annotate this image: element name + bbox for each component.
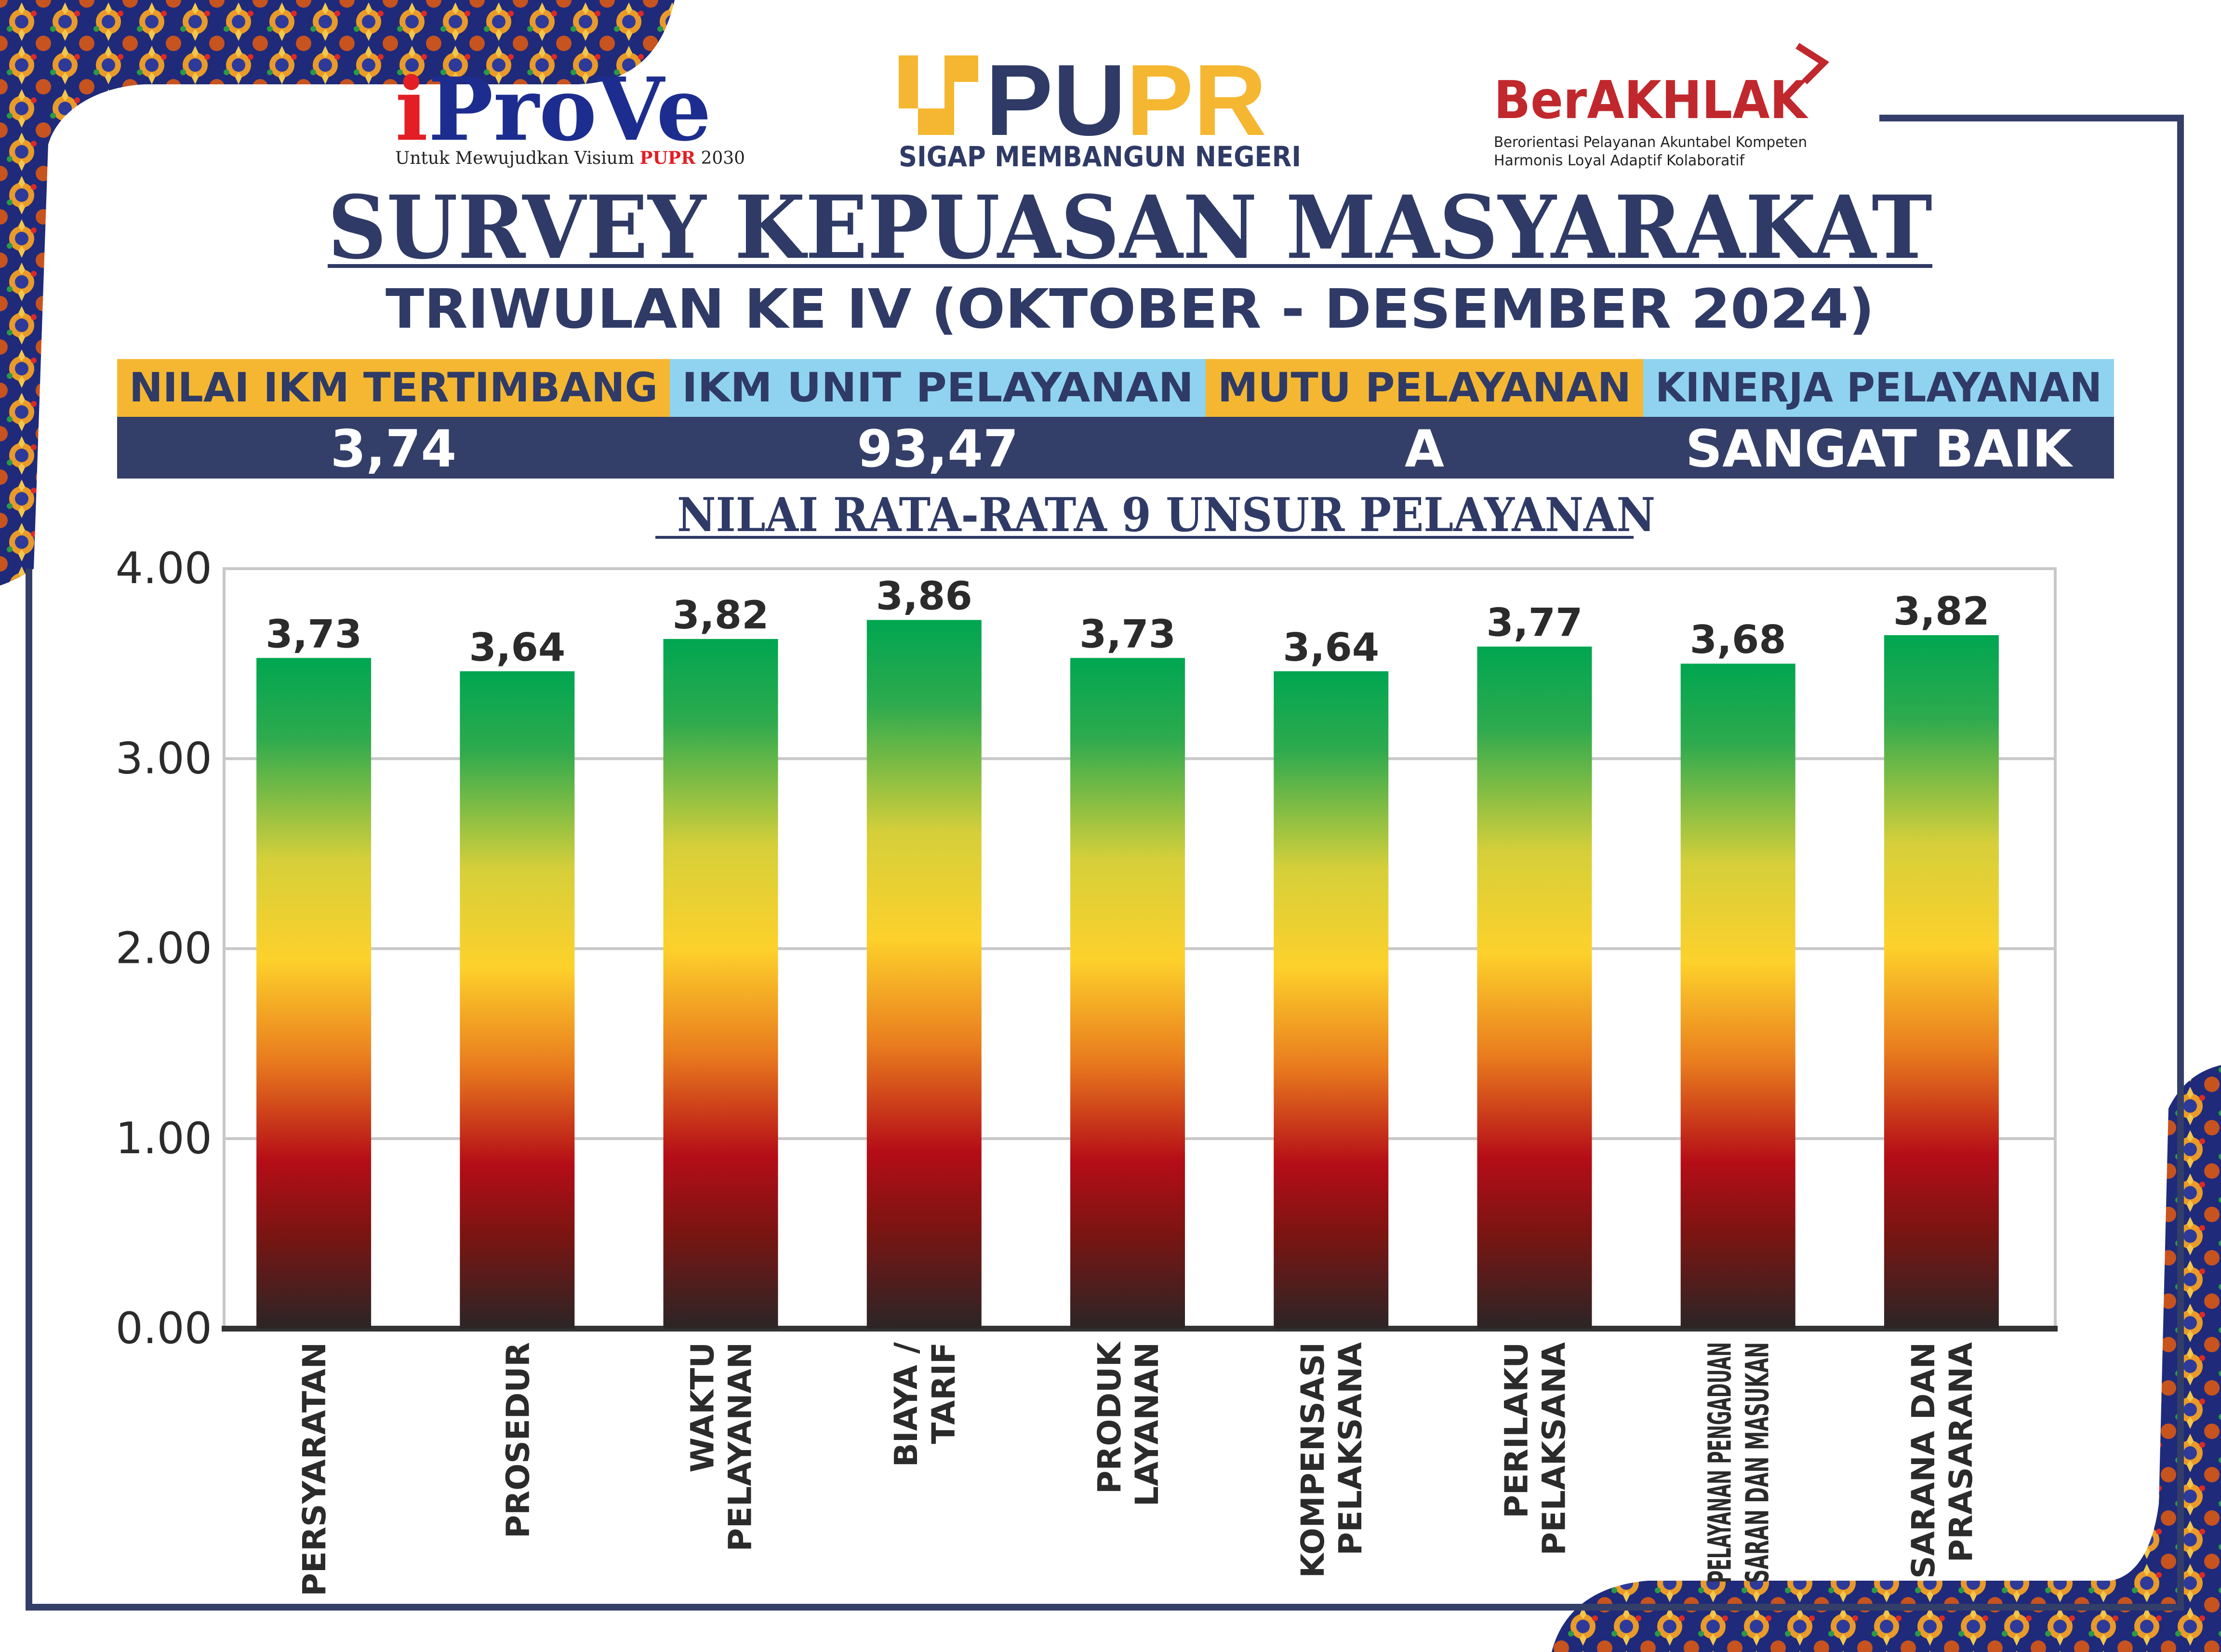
page-subtitle: TRIWULAN KE IV (OKTOBER - DESEMBER 2024): [386, 278, 1875, 341]
iprove-logo: iProVe Untuk Mewujudkan Visium PUPR 2030: [395, 59, 745, 168]
bar: [256, 658, 372, 1329]
berakhlak-chevron-icon: [1795, 43, 1830, 84]
berakhlak-logo-text: BerAKHLAK: [1494, 70, 1809, 131]
x-tick-label: PERSYARATAN: [296, 1342, 333, 1596]
y-tick-label: 0.00: [116, 1303, 212, 1354]
batik-corner-top-left: [0, 0, 675, 586]
summary-value: SANGAT BAIK: [1686, 419, 2074, 479]
x-tick-label-line: PRASARANA: [1942, 1342, 1980, 1562]
summary-label-cell: [1206, 359, 1643, 417]
berakhlak-line-1: Berorientasi Pelayanan Akuntabel Kompete…: [1494, 134, 1807, 151]
pupr-emblem-icon: [899, 55, 978, 135]
bar-value-label: 3,82: [1893, 589, 1990, 634]
x-tick-label: PROSEDUR: [499, 1342, 536, 1538]
bar: [663, 639, 778, 1329]
x-tick-label: PRODUK LAYANAN: [1091, 1341, 1166, 1506]
batik-corner-bottom-right: [1552, 1065, 2221, 1652]
summary-value: A: [1405, 419, 1444, 479]
y-tick-label: 3.00: [116, 733, 212, 784]
x-tick-label: BIAYA / TARIF: [888, 1342, 962, 1467]
x-tick-label-line: PERSYARATAN: [296, 1342, 333, 1596]
x-tick-label-line: SARANA DAN: [1905, 1342, 1942, 1579]
chart-title-underline: [655, 536, 1634, 539]
x-tick-label-line: PRODUK: [1091, 1341, 1128, 1494]
x-tick-label-line: BIAYA /: [888, 1342, 925, 1467]
chart: NILAI RATA-RATA 9 UNSUR PELAYANAN 0.00 1.…: [116, 488, 2058, 1596]
berakhlak-line-2: Harmonis Loyal Adaptif Kolaboratif: [1494, 152, 1745, 169]
x-tick-label: PERILAKU PELAKSANA: [1498, 1342, 1572, 1556]
bar-value-label: 3,86: [876, 573, 972, 618]
bar: [460, 671, 575, 1329]
summary-label-cell: [117, 359, 670, 417]
iprove-logo-text: iProVe: [395, 59, 711, 160]
bar: [1274, 671, 1389, 1329]
x-tick-label-line: PROSEDUR: [499, 1342, 536, 1538]
bar-value-label: 3,82: [673, 593, 769, 638]
x-tick-label-line: PELAYANAN PENGADUAN: [1702, 1342, 1739, 1583]
bar-value-label: 3,77: [1486, 600, 1583, 645]
summary-label: MUTU PELAYANAN: [1218, 364, 1631, 411]
x-tick-label-line: SARAN DAN MASUKAN: [1739, 1342, 1776, 1583]
x-tick-label-line: PELAKSANA: [1332, 1342, 1369, 1556]
x-tick-label-line: PERILAKU: [1498, 1342, 1535, 1519]
bar: [866, 620, 982, 1329]
page-frame: [26, 115, 2184, 1611]
x-tick-label-line: PELAKSANA: [1535, 1342, 1572, 1556]
x-tick-label-line: TARIF: [925, 1342, 962, 1444]
berakhlak-logo: BerAKHLAK Berorientasi Pelayanan Akuntab…: [1494, 43, 1830, 169]
pupr-logo-text: PUPR: [985, 43, 1266, 157]
summary-label-cell: [1643, 359, 2114, 417]
bar: [1884, 635, 1999, 1329]
x-tick-label-line: PELAYANAN: [722, 1342, 759, 1551]
bar: [1477, 646, 1592, 1329]
bar-value-label: 3,73: [266, 612, 362, 656]
y-tick-label: 4.00: [116, 543, 212, 594]
page-title: SURVEY KEPUASAN MASYARAKAT: [328, 177, 1932, 279]
x-tick-label-line: WAKTU: [684, 1342, 721, 1473]
bar-value-label: 3,64: [1283, 625, 1379, 670]
x-tick-label: WAKTU PELAYANAN: [684, 1342, 759, 1551]
summary-table: NILAI IKM TERTIMBANG 3,74 IKM UNIT PELAYAN…: [117, 359, 2114, 479]
bar: [1680, 664, 1795, 1329]
bars: 3,73 3,64 3,82 3,86 3,73 3,64 3,77 3,68 3,82: [256, 573, 1999, 1329]
bar-value-label: 3,73: [1079, 612, 1176, 656]
summary-label: NILAI IKM TERTIMBANG: [129, 364, 658, 411]
x-tick-label: KOMPENSASI PELAKSANA: [1294, 1342, 1369, 1578]
summary-value-bar: [117, 417, 2114, 479]
x-tick-label: SARANA DAN PRASARANA: [1905, 1342, 1980, 1579]
pupr-logo: PUPR SIGAP MEMBANGUN NEGERI: [899, 43, 1301, 173]
bar-value-label: 3,68: [1690, 617, 1786, 662]
iprove-tagline: Untuk Mewujudkan Visium PUPR 2030: [395, 148, 745, 168]
title-underline: [328, 264, 1932, 268]
summary-value: 93,47: [857, 419, 1018, 479]
x-tick-label-line: LAYANAN: [1129, 1342, 1166, 1506]
summary-label: KINERJA PELAYANAN: [1655, 364, 2102, 411]
x-axis: PERSYARATAN PROSEDUR WAKTU PELAYANAN BIAYA /…: [296, 1341, 1980, 1596]
x-tick-label: PELAYANAN PENGADUAN SARAN DAN MASUKAN: [1702, 1342, 1776, 1583]
bar-value-label: 3,64: [469, 625, 565, 670]
x-tick-label-line: KOMPENSASI: [1294, 1342, 1331, 1578]
y-tick-label: 2.00: [116, 923, 212, 974]
bar: [1070, 658, 1185, 1329]
summary-label: IKM UNIT PELAYANAN: [682, 364, 1194, 411]
y-tick-label: 1.00: [116, 1113, 212, 1164]
summary-value: 3,74: [331, 419, 457, 479]
pupr-tagline: SIGAP MEMBANGUN NEGERI: [899, 140, 1301, 173]
chart-title: NILAI RATA-RATA 9 UNSUR PELAYANAN: [677, 488, 1655, 542]
summary-label-cell: [670, 359, 1206, 417]
